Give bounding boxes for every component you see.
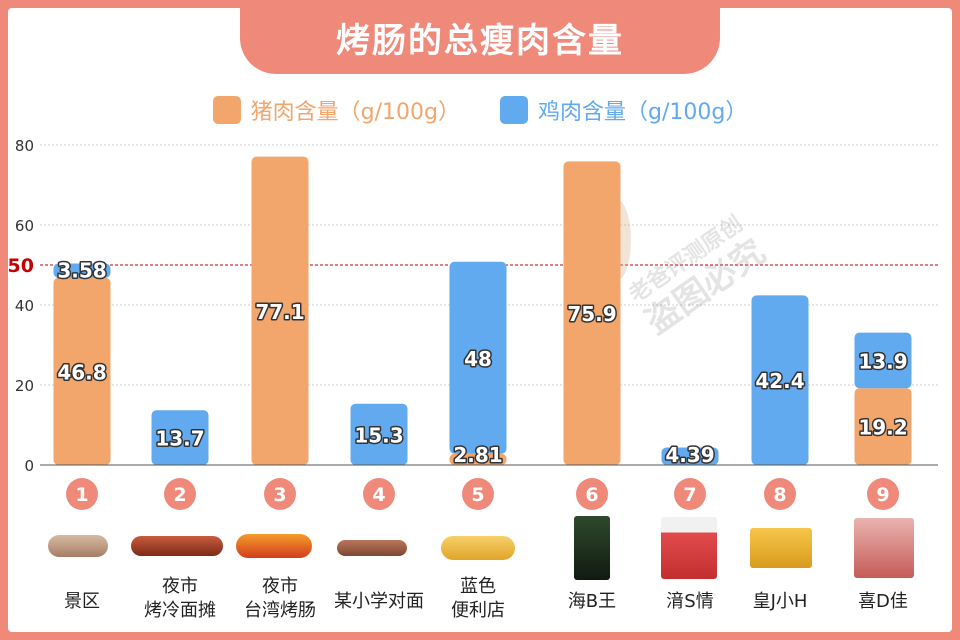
category-label: 皇J小H	[753, 591, 808, 612]
data-label-pork: 75.9	[567, 302, 616, 326]
category-label: 烤冷面摊	[144, 600, 216, 621]
legend-label-pork: 猪肉含量（g/100g）	[250, 100, 460, 125]
category-label: 便利店	[451, 600, 505, 621]
y-tick-label: 0	[24, 457, 34, 475]
bar-chicken	[350, 403, 408, 465]
legend: 猪肉含量（g/100g） 鸡肉含量（g/100g）	[0, 90, 960, 130]
category-number-circle	[764, 478, 796, 510]
sausage-image-1	[48, 535, 108, 557]
package-image-9	[854, 518, 914, 578]
bar-pork	[251, 156, 309, 465]
bar-chicken	[661, 447, 719, 465]
category-label: 海B王	[568, 591, 616, 612]
reference-label: 50	[8, 255, 34, 277]
bar-pork	[854, 388, 912, 465]
bar-pork	[449, 453, 507, 465]
y-tick-label: 80	[15, 137, 34, 155]
data-label-chicken: 48	[464, 347, 492, 371]
category-number-circle	[363, 478, 395, 510]
category-number-circle	[867, 478, 899, 510]
package-image-7	[661, 517, 717, 579]
legend-label-chicken: 鸡肉含量（g/100g）	[538, 100, 748, 125]
data-label-chicken: 13.9	[858, 349, 907, 373]
category-number: 7	[683, 484, 696, 506]
bar-chicken	[151, 410, 209, 465]
data-label-chicken: 4.39	[665, 443, 714, 467]
category-label: 景区	[64, 591, 100, 612]
category-label: 蓝色	[460, 576, 496, 597]
bar-pork	[563, 161, 621, 465]
category-number: 2	[173, 484, 186, 506]
chart-title: 烤肠的总瘦肉含量	[240, 0, 720, 74]
legend-swatch-pork	[212, 96, 241, 124]
bar-chicken	[854, 332, 912, 389]
data-label-pork: 19.2	[858, 416, 907, 440]
legend-item-pork: 猪肉含量（g/100g）	[212, 94, 460, 126]
data-label-chicken: 42.4	[755, 369, 804, 393]
legend-item-chicken: 鸡肉含量（g/100g）	[500, 94, 747, 126]
category-number: 5	[471, 484, 484, 506]
data-label-chicken: 3.58	[57, 259, 106, 283]
category-number-circle	[264, 478, 296, 510]
data-label-pork: 2.81	[453, 443, 502, 467]
sausage-image-5	[441, 536, 515, 560]
bar-chicken	[751, 295, 809, 465]
category-label: 某小学对面	[334, 591, 424, 612]
category-number: 9	[876, 484, 889, 506]
legend-swatch-chicken	[500, 96, 528, 124]
bar-pork	[53, 277, 111, 465]
package-image-8	[750, 528, 812, 568]
category-label: 湇S情	[666, 591, 713, 612]
package-image-6	[574, 516, 610, 580]
category-number-circle	[164, 478, 196, 510]
category-number-circle	[66, 478, 98, 510]
category-number: 3	[273, 484, 286, 506]
data-label-chicken: 15.3	[354, 423, 403, 447]
category-number-circle	[576, 478, 608, 510]
sausage-image-3	[236, 534, 312, 558]
y-tick-label: 60	[15, 217, 34, 235]
category-number: 1	[75, 484, 88, 506]
category-number: 4	[372, 484, 385, 506]
y-tick-label: 40	[15, 297, 34, 315]
category-number: 8	[773, 484, 786, 506]
category-label: 喜D佳	[858, 591, 908, 612]
y-tick-label: 20	[15, 377, 34, 395]
category-label: 夜市	[162, 576, 198, 597]
category-label: 台湾烤肠	[244, 600, 316, 621]
data-label-pork: 46.8	[57, 360, 106, 384]
category-number: 6	[585, 484, 598, 506]
data-label-pork: 77.1	[255, 300, 304, 324]
category-number-circle	[674, 478, 706, 510]
sausage-image-4	[337, 540, 407, 556]
bar-chicken	[449, 261, 507, 454]
sausage-image-2	[131, 536, 223, 556]
data-label-chicken: 13.7	[155, 427, 204, 451]
bar-chicken	[53, 263, 111, 278]
category-label: 夜市	[262, 576, 298, 597]
category-number-circle	[462, 478, 494, 510]
